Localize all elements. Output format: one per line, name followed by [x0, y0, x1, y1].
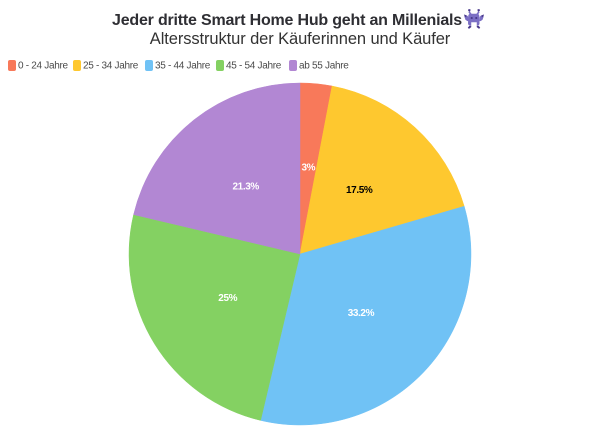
- svg-text:33.2%: 33.2%: [348, 308, 375, 319]
- svg-text:3%: 3%: [301, 162, 315, 173]
- svg-text:17.5%: 17.5%: [346, 185, 373, 196]
- svg-text:25%: 25%: [218, 293, 237, 304]
- svg-text:21.3%: 21.3%: [233, 181, 260, 192]
